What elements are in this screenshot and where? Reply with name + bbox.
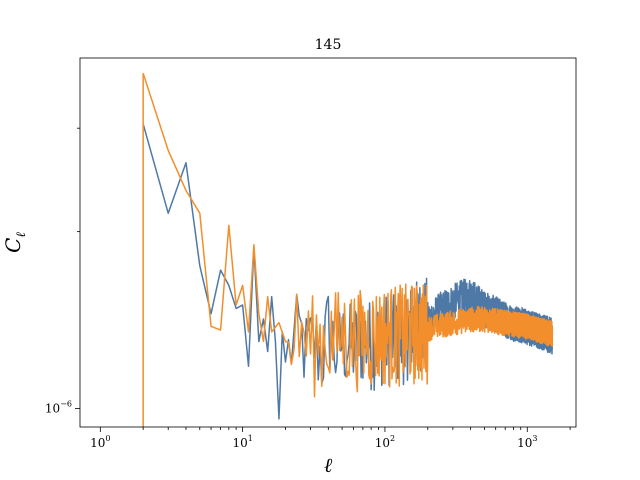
y-axis-label: Cℓ bbox=[1, 232, 29, 253]
x-tick-label: 103 bbox=[517, 434, 537, 450]
x-tick-label: 102 bbox=[375, 434, 395, 450]
x-tick-label: 100 bbox=[90, 434, 110, 450]
x-axis-label: ℓ bbox=[324, 453, 333, 477]
series-line-1 bbox=[142, 73, 554, 398]
y-axis-label-main: C bbox=[1, 238, 25, 253]
chart-title: 145 bbox=[315, 37, 342, 53]
plot-area bbox=[142, 73, 554, 427]
y-axis: 10−6 bbox=[45, 127, 80, 415]
y-tick-label: 10−6 bbox=[45, 399, 72, 415]
x-tick-label: 101 bbox=[232, 434, 252, 450]
y-axis-label-subscript: ℓ bbox=[14, 232, 29, 238]
x-axis: 100 101 102 103 bbox=[90, 427, 571, 450]
